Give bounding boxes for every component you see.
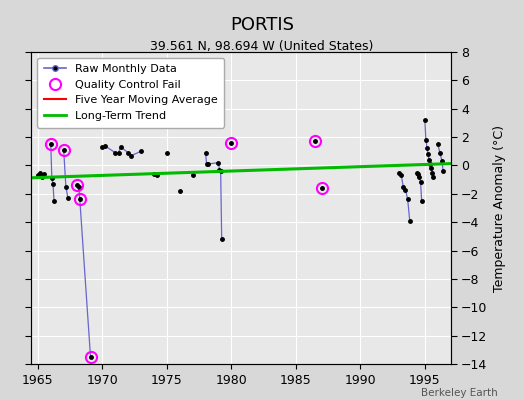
Text: Berkeley Earth: Berkeley Earth xyxy=(421,388,498,398)
Text: 39.561 N, 98.694 W (United States): 39.561 N, 98.694 W (United States) xyxy=(150,40,374,53)
Text: PORTIS: PORTIS xyxy=(230,16,294,34)
Y-axis label: Temperature Anomaly (°C): Temperature Anomaly (°C) xyxy=(493,124,506,292)
Legend: Raw Monthly Data, Quality Control Fail, Five Year Moving Average, Long-Term Tren: Raw Monthly Data, Quality Control Fail, … xyxy=(37,58,224,128)
